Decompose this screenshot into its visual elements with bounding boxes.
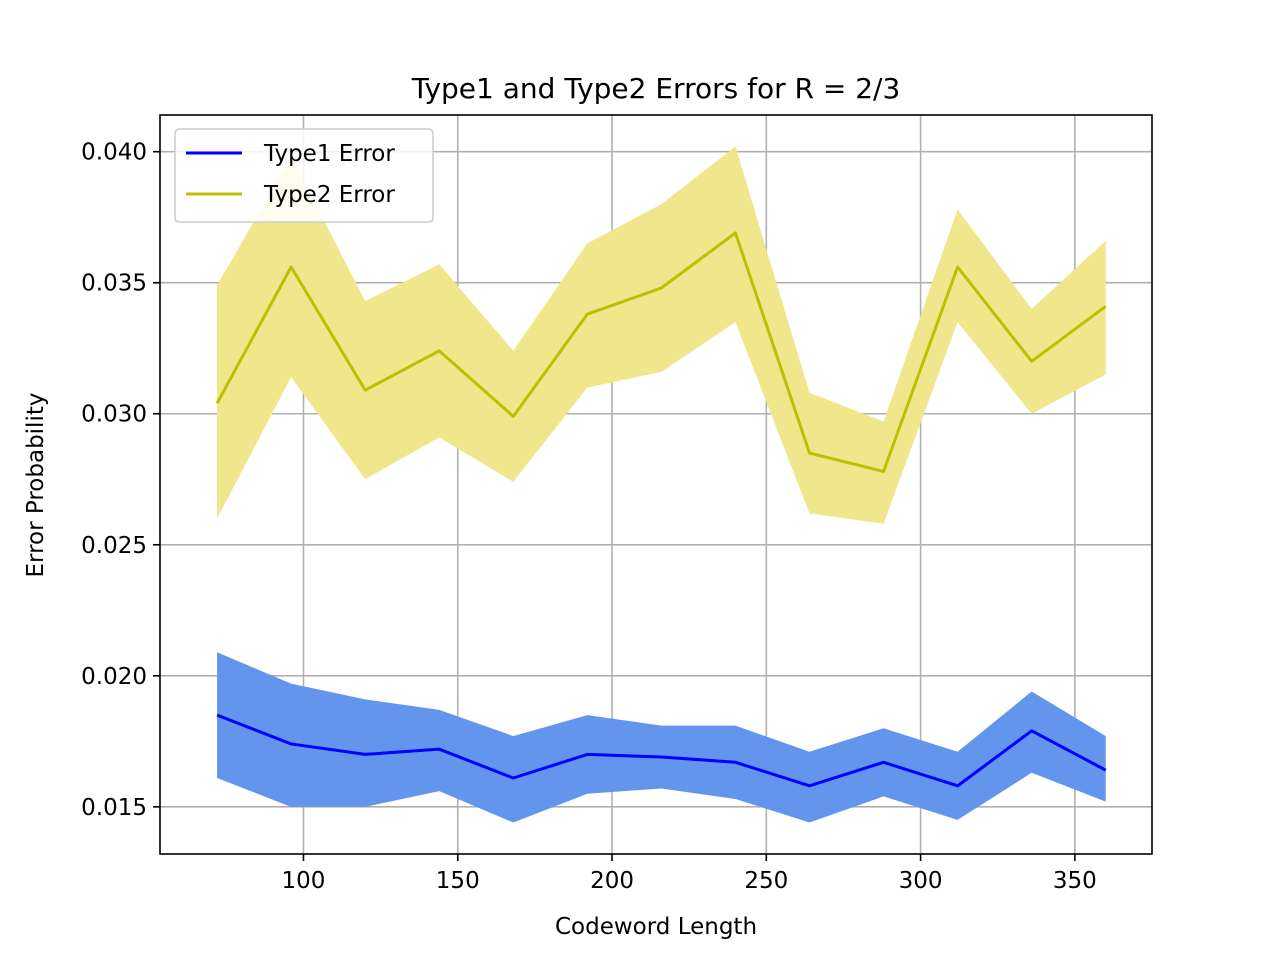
x-tick-label: 150 [436, 868, 480, 894]
x-tick-label: 100 [282, 868, 326, 894]
band-type2 [217, 146, 1106, 524]
series-lines [215, 231, 1107, 788]
y-axis-label: Error Probability [23, 393, 49, 578]
x-tick-label: 300 [899, 868, 943, 894]
x-tick-label: 350 [1053, 868, 1097, 894]
axis-ticks [153, 150, 1076, 861]
chart-title: Type1 and Type2 Errors for R = 2/3 [411, 72, 901, 105]
error-bands [217, 146, 1106, 823]
y-tick-label: 0.020 [81, 664, 147, 690]
legend-label-type2: Type2 Error [263, 182, 395, 208]
y-tick-label: 0.035 [81, 271, 147, 297]
plot-frame [159, 114, 1153, 855]
x-tick-label: 200 [590, 868, 634, 894]
band-type1 [217, 652, 1106, 823]
y-tick-label: 0.025 [81, 533, 147, 559]
x-tick-label: 250 [744, 868, 788, 894]
y-tick-label: 0.015 [81, 795, 147, 821]
y-tick-label: 0.030 [81, 402, 147, 428]
legend: Type1 Error Type2 Error [174, 128, 434, 223]
y-tick-label: 0.040 [81, 140, 147, 166]
legend-label-type1: Type1 Error [263, 141, 395, 167]
x-axis-label: Codeword Length [555, 914, 757, 940]
